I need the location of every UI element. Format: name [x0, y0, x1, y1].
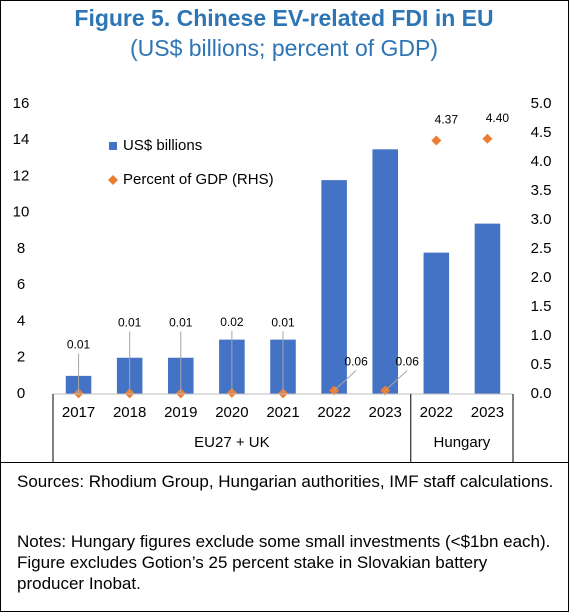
y-tick-label: 8	[17, 240, 25, 257]
notes: Notes: Hungary figures exclude some smal…	[17, 532, 551, 593]
bar	[474, 223, 501, 394]
y2-tick-label: 1.0	[531, 327, 552, 344]
y2-tick-label: 0.0	[531, 385, 552, 402]
legend-label: US$ billions	[123, 137, 202, 154]
bar	[423, 252, 450, 394]
y2-tick-label: 1.5	[531, 298, 552, 315]
data-label: 0.01	[67, 338, 91, 352]
x-tick-label: 2022	[317, 404, 350, 421]
y-tick-label: 2	[17, 349, 25, 366]
leader-line	[384, 370, 408, 391]
x-tick-label: 2021	[266, 404, 299, 421]
y2-tick-label: 4.5	[531, 124, 552, 141]
x-tick-label: 2017	[62, 404, 95, 421]
sources: Sources: Rhodium Group, Hungarian author…	[17, 472, 554, 491]
y2-tick-label: 3.0	[531, 211, 552, 228]
y2-tick-label: 2.5	[531, 240, 552, 257]
data-label: 4.37	[435, 113, 459, 127]
data-label: 0.06	[344, 355, 368, 369]
data-label: 4.40	[486, 111, 510, 125]
data-label: 0.02	[220, 315, 244, 329]
y-tick-label: 0	[17, 385, 25, 402]
x-tick-label: 2023	[471, 404, 504, 421]
x-tick-label: 2022	[420, 404, 453, 421]
y-tick-label: 12	[13, 167, 30, 184]
group-label: Hungary	[434, 434, 491, 451]
marker	[482, 133, 493, 144]
chart-subtitle: (US$ billions; percent of GDP)	[130, 35, 438, 61]
data-label: 0.06	[396, 355, 420, 369]
y-tick-label: 14	[13, 131, 30, 148]
legend-swatch	[109, 142, 117, 150]
marker	[431, 135, 442, 146]
x-tick-label: 2019	[164, 404, 197, 421]
y2-tick-label: 3.5	[531, 182, 552, 199]
x-tick-label: 2020	[215, 404, 248, 421]
y-tick-label: 16	[13, 95, 30, 112]
y-tick-label: 6	[17, 276, 25, 293]
x-tick-label: 2018	[113, 404, 146, 421]
data-label: 0.01	[169, 316, 193, 330]
chart: Figure 5. Chinese EV-related FDI in EU (…	[1, 5, 568, 463]
y2-tick-label: 4.0	[531, 153, 552, 170]
leader-line	[333, 370, 357, 391]
y2-tick-label: 0.5	[531, 356, 552, 373]
data-label: 0.01	[271, 316, 295, 330]
legend-swatch	[108, 175, 118, 185]
y-tick-label: 10	[13, 204, 30, 221]
bar	[372, 149, 398, 394]
y-tick-label: 4	[17, 312, 25, 329]
bar	[321, 180, 347, 394]
legend-label: Percent of GDP (RHS)	[123, 171, 274, 188]
y2-tick-label: 2.0	[531, 269, 552, 286]
chart-title: Figure 5. Chinese EV-related FDI in EU	[74, 5, 493, 31]
data-label: 0.01	[118, 316, 142, 330]
group-label: EU27 + UK	[194, 434, 269, 451]
y2-tick-label: 5.0	[531, 95, 552, 112]
x-tick-label: 2023	[369, 404, 402, 421]
